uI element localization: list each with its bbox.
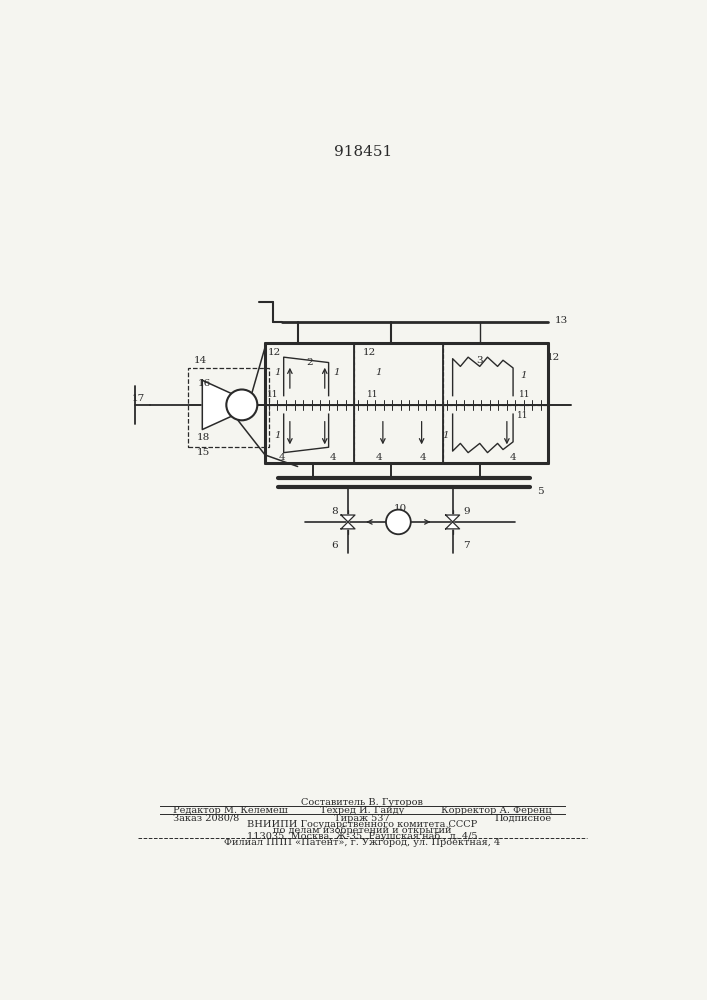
Bar <box>265 343 354 405</box>
Text: Тираж 537: Тираж 537 <box>334 814 390 823</box>
Polygon shape <box>445 515 460 522</box>
Text: 1: 1 <box>520 371 527 380</box>
Text: 17: 17 <box>132 394 146 403</box>
Circle shape <box>386 510 411 534</box>
Text: Техред И. Гайду: Техред И. Гайду <box>320 806 404 815</box>
Text: Филиал ППП «Патент», г. Ужгород, ул. Проектная, 4: Филиал ППП «Патент», г. Ужгород, ул. Про… <box>224 838 501 847</box>
Bar <box>443 405 548 463</box>
Bar <box>240 399 250 411</box>
Text: 10: 10 <box>393 504 407 513</box>
Text: 5: 5 <box>537 487 544 496</box>
Text: 14: 14 <box>194 356 207 365</box>
Text: ВНИИПИ Государственного комитета СССР: ВНИИПИ Государственного комитета СССР <box>247 820 477 829</box>
Text: 918451: 918451 <box>334 145 392 159</box>
Text: 11: 11 <box>267 390 279 399</box>
Text: 1: 1 <box>443 431 449 440</box>
Text: 12: 12 <box>363 348 376 357</box>
Polygon shape <box>445 522 460 529</box>
Text: 4: 4 <box>329 453 336 462</box>
Text: 15: 15 <box>197 448 210 457</box>
Text: Подписное: Подписное <box>494 814 551 823</box>
Bar <box>354 405 443 463</box>
Bar <box>443 343 548 405</box>
Text: 12: 12 <box>547 353 560 362</box>
Text: 7: 7 <box>463 541 470 550</box>
Text: 13: 13 <box>554 316 568 325</box>
Text: 8: 8 <box>332 507 338 516</box>
Text: 11: 11 <box>519 390 530 399</box>
Text: 18: 18 <box>197 433 210 442</box>
Text: 4: 4 <box>375 453 382 462</box>
Text: 12: 12 <box>268 348 281 357</box>
Text: 16: 16 <box>198 379 211 388</box>
Text: 11: 11 <box>517 411 528 420</box>
Bar <box>265 405 354 463</box>
Bar <box>354 343 443 405</box>
Text: Составитель В. Гуторов: Составитель В. Гуторов <box>301 798 423 807</box>
Text: 1: 1 <box>274 368 281 377</box>
Text: 4: 4 <box>510 453 516 462</box>
Text: 2: 2 <box>307 358 313 367</box>
Polygon shape <box>202 380 240 430</box>
Text: 1: 1 <box>375 368 382 377</box>
Text: 4: 4 <box>279 453 286 462</box>
Text: 113035, Москва, Ж-35, Раушская наб., д. 4/5: 113035, Москва, Ж-35, Раушская наб., д. … <box>247 832 478 841</box>
Text: 3: 3 <box>477 356 483 365</box>
Text: 11: 11 <box>367 390 378 399</box>
Text: Корректор А. Ференц: Корректор А. Ференц <box>440 806 551 815</box>
Text: 6: 6 <box>332 541 338 550</box>
Circle shape <box>226 389 257 420</box>
Text: Заказ 2080/8: Заказ 2080/8 <box>173 814 240 823</box>
Text: 4: 4 <box>420 453 426 462</box>
Polygon shape <box>341 522 355 529</box>
Text: 9: 9 <box>463 507 470 516</box>
Polygon shape <box>341 515 355 522</box>
Bar <box>187 368 269 447</box>
Text: по делам изобретений и открытий: по делам изобретений и открытий <box>273 826 452 835</box>
Text: 1: 1 <box>333 368 339 377</box>
Text: Редактор М. Келемеш: Редактор М. Келемеш <box>173 806 288 815</box>
Text: 1: 1 <box>274 431 281 440</box>
